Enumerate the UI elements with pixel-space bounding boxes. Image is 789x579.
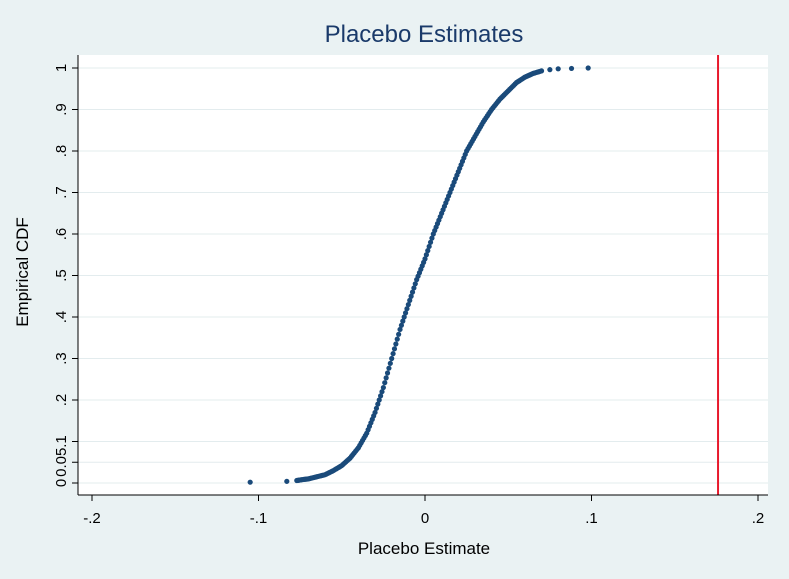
- y-tick-label: .4: [53, 311, 70, 324]
- data-point: [380, 384, 386, 391]
- y-axis-label: Empirical CDF: [13, 217, 32, 327]
- grid-lines: [78, 67, 768, 484]
- x-tick-label: .2: [752, 510, 765, 527]
- data-point-fill: [378, 393, 384, 399]
- data-point-fill: [396, 331, 402, 337]
- data-point-fill: [407, 297, 413, 303]
- data-point-fill: [387, 360, 393, 366]
- data-point-fill: [394, 336, 400, 342]
- y-tick-label: .6: [53, 228, 70, 241]
- y-tick-label: 0.05: [53, 448, 70, 477]
- y-tick-label: .2: [53, 394, 70, 407]
- data-point: [547, 67, 553, 73]
- data-point: [247, 479, 253, 485]
- data-point-fill: [393, 341, 399, 347]
- data-point-fill: [426, 243, 432, 250]
- y-ticks: 0 0.05.1 .2 .3 .4 .5 .6 .7 .8 .9 1: [53, 64, 78, 487]
- data-point: [284, 478, 290, 484]
- data-points: [247, 65, 591, 485]
- y-tick-label: .1: [53, 435, 70, 448]
- x-ticks: -.2 -.1 0 .1 .2: [83, 495, 764, 527]
- data-point: [389, 355, 395, 362]
- data-point-fill: [411, 285, 417, 291]
- data-point-fill: [390, 351, 396, 357]
- y-tick-label: .5: [53, 269, 70, 282]
- data-point-fill: [398, 322, 405, 328]
- y-tick-label: 1: [53, 64, 70, 72]
- data-point-fill: [408, 293, 414, 299]
- data-point: [372, 409, 378, 416]
- data-point-fill: [379, 389, 385, 395]
- data-point-fill: [391, 346, 398, 352]
- y-tick-label: .9: [53, 103, 70, 116]
- data-point-fill: [423, 252, 429, 258]
- y-tick-label: .3: [53, 352, 70, 365]
- data-point-fill: [382, 380, 388, 386]
- data-point-fill: [402, 310, 409, 316]
- data-point-fill: [412, 281, 418, 287]
- y-tick-label: .7: [53, 186, 70, 199]
- data-point-fill: [384, 370, 391, 376]
- data-point: [422, 256, 428, 262]
- x-axis-label: Placebo Estimate: [358, 539, 490, 558]
- x-tick-label: .1: [585, 510, 598, 527]
- data-point: [397, 326, 403, 333]
- data-point: [555, 66, 561, 72]
- data-point-fill: [404, 306, 410, 312]
- data-point-fill: [375, 401, 381, 407]
- data-point-fill: [427, 239, 434, 245]
- y-tick-label: 0: [53, 479, 70, 487]
- data-point-fill: [425, 248, 431, 254]
- data-point-fill: [373, 405, 380, 411]
- data-point-fill: [409, 289, 416, 295]
- x-tick-label: -.2: [83, 510, 101, 527]
- data-point: [405, 301, 411, 308]
- data-point-fill: [386, 365, 392, 371]
- data-point-fill: [401, 314, 407, 320]
- data-point: [585, 65, 591, 71]
- data-point-fill: [429, 235, 435, 241]
- x-tick-label: -.1: [250, 510, 268, 527]
- chart-title: Placebo Estimates: [325, 21, 524, 48]
- x-tick-label: 0: [421, 510, 429, 527]
- data-point: [568, 65, 575, 72]
- data-point-fill: [383, 375, 389, 381]
- y-tick-label: .8: [53, 145, 70, 158]
- data-point: [538, 68, 545, 74]
- data-point-fill: [376, 397, 382, 403]
- data-point-fill: [400, 318, 406, 324]
